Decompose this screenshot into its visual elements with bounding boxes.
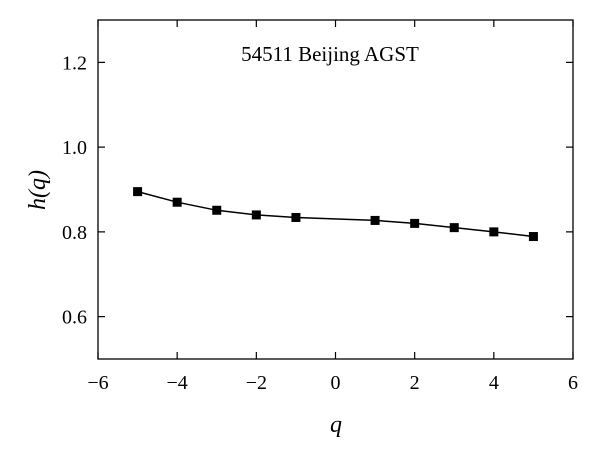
y-axis-label: h(q)	[25, 170, 51, 210]
x-tick-label: −6	[87, 372, 108, 394]
y-tick-label: 0.8	[62, 222, 87, 244]
data-point	[212, 205, 222, 215]
data-point	[370, 215, 380, 225]
data-point	[410, 218, 420, 228]
chart-title: 54511 Beijing AGST	[241, 42, 419, 66]
data-point	[489, 227, 499, 237]
data-point	[291, 212, 301, 222]
y-tick-label: 1.0	[62, 137, 87, 159]
y-tick-label: 1.2	[62, 52, 87, 74]
data-point	[449, 223, 459, 233]
series-line	[137, 190, 534, 238]
data-point	[251, 210, 261, 220]
x-tick-label: −2	[246, 372, 267, 394]
data-point	[172, 197, 182, 207]
data-point	[133, 187, 143, 197]
y-tick-label: 0.6	[62, 307, 87, 329]
x-axis-label: q	[330, 412, 342, 438]
x-tick-label: 0	[331, 372, 341, 394]
x-tick-label: 6	[568, 372, 578, 394]
ticks	[97, 20, 574, 359]
data-markers	[133, 187, 538, 242]
plot-frame	[97, 19, 574, 360]
x-tick-label: 4	[489, 372, 499, 394]
x-tick-label: 2	[410, 372, 420, 394]
data-point	[528, 232, 538, 242]
tick-labels: −6 −4 −2 0 2 4 6 0.6 0.8 1.0 1.2	[62, 52, 578, 394]
x-tick-label: −4	[167, 372, 188, 394]
